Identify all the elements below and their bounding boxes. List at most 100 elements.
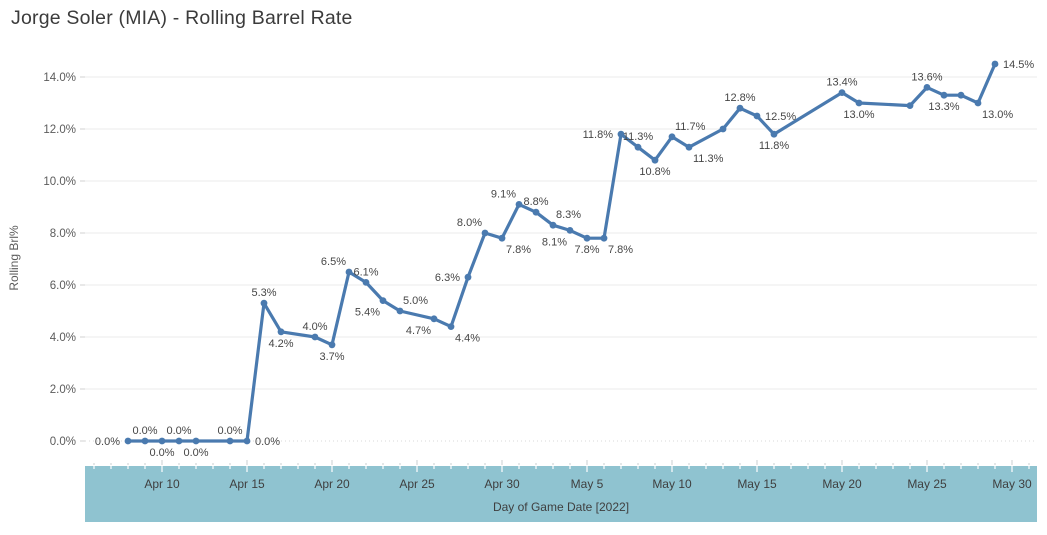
data-point-marker[interactable] xyxy=(141,437,149,445)
data-point-label: 13.0% xyxy=(982,109,1013,121)
data-point-label: 5.0% xyxy=(403,295,428,307)
data-point-marker[interactable] xyxy=(481,229,489,237)
data-point-label: 11.3% xyxy=(623,131,654,143)
y-axis-title: Rolling Brl% xyxy=(7,225,21,291)
data-point-marker[interactable] xyxy=(430,315,438,323)
data-point-label: 11.3% xyxy=(693,153,724,165)
y-tick-label: 8.0% xyxy=(50,228,76,240)
data-point-label: 11.8% xyxy=(583,129,614,141)
data-point-label: 0.0% xyxy=(183,447,208,459)
data-point-label: 7.8% xyxy=(608,244,633,256)
data-point-label: 8.3% xyxy=(556,209,581,221)
data-point-marker[interactable] xyxy=(362,279,370,286)
data-point-marker[interactable] xyxy=(685,143,693,151)
data-point-marker[interactable] xyxy=(328,341,336,349)
y-tick-label: 0.0% xyxy=(50,436,76,448)
x-tick-label: Apr 10 xyxy=(144,477,180,491)
x-axis-title: Day of Game Date [2022] xyxy=(493,500,629,514)
y-tick-label: 2.0% xyxy=(50,384,76,396)
data-point-label: 13.4% xyxy=(826,77,857,89)
data-point-label: 0.0% xyxy=(132,425,157,437)
data-point-marker[interactable] xyxy=(923,84,931,91)
x-tick-label: Apr 20 xyxy=(314,477,350,491)
data-point-marker[interactable] xyxy=(634,143,642,151)
data-point-marker[interactable] xyxy=(158,437,166,445)
y-tick-label: 6.0% xyxy=(50,280,76,292)
data-point-marker[interactable] xyxy=(498,234,506,242)
y-tick-label: 12.0% xyxy=(43,124,76,136)
data-point-marker[interactable] xyxy=(753,112,761,120)
data-point-label: 4.7% xyxy=(406,325,431,337)
data-point-marker[interactable] xyxy=(311,333,319,341)
data-point-marker[interactable] xyxy=(464,273,472,281)
data-point-label: 3.7% xyxy=(319,351,344,363)
data-point-marker[interactable] xyxy=(719,125,727,133)
data-point-marker[interactable] xyxy=(617,130,625,138)
data-point-marker[interactable] xyxy=(345,268,353,276)
data-point-marker[interactable] xyxy=(770,130,778,138)
data-point-marker[interactable] xyxy=(447,323,455,330)
y-tick-label: 14.0% xyxy=(43,72,76,84)
data-point-marker[interactable] xyxy=(736,104,744,112)
data-point-marker[interactable] xyxy=(515,201,523,208)
data-point-marker[interactable] xyxy=(957,91,965,99)
data-point-label: 13.0% xyxy=(843,109,874,121)
data-point-label: 0.0% xyxy=(166,425,191,437)
data-point-marker[interactable] xyxy=(906,102,914,109)
x-tick-label: Apr 30 xyxy=(484,477,520,491)
data-point-label: 0.0% xyxy=(217,425,242,437)
chart-title: Jorge Soler (MIA) - Rolling Barrel Rate xyxy=(11,7,353,29)
data-point-label: 6.3% xyxy=(435,272,460,284)
data-point-marker[interactable] xyxy=(192,437,200,445)
data-point-label: 7.8% xyxy=(574,244,599,256)
data-point-marker[interactable] xyxy=(583,234,591,242)
x-axis-band xyxy=(85,466,1037,522)
data-point-label: 11.7% xyxy=(675,121,706,133)
x-tick-label: Apr 15 xyxy=(229,477,265,491)
data-point-marker[interactable] xyxy=(940,91,948,99)
x-tick-label: May 25 xyxy=(907,477,947,491)
data-point-label: 13.3% xyxy=(928,101,959,113)
data-point-marker[interactable] xyxy=(226,437,234,445)
data-point-label: 14.5% xyxy=(1003,59,1034,71)
data-point-label: 10.8% xyxy=(639,166,670,178)
data-point-marker[interactable] xyxy=(600,234,608,242)
data-point-label: 4.0% xyxy=(302,321,327,333)
data-point-label: 13.6% xyxy=(911,71,942,83)
data-point-label: 11.8% xyxy=(759,140,790,152)
data-point-label: 4.4% xyxy=(455,333,480,345)
data-point-label: 8.1% xyxy=(542,236,567,248)
data-point-label: 5.3% xyxy=(251,287,276,299)
data-point-marker[interactable] xyxy=(243,437,251,445)
data-point-label: 4.2% xyxy=(268,338,293,350)
data-point-marker[interactable] xyxy=(838,89,846,96)
data-point-marker[interactable] xyxy=(379,297,387,304)
data-point-marker[interactable] xyxy=(260,299,268,307)
data-point-label: 5.4% xyxy=(355,307,380,319)
x-tick-label: May 20 xyxy=(822,477,862,491)
data-point-marker[interactable] xyxy=(549,221,557,229)
data-point-marker[interactable] xyxy=(396,307,404,315)
data-point-label: 6.1% xyxy=(353,266,378,278)
data-point-label: 12.8% xyxy=(724,92,755,104)
data-point-label: 0.0% xyxy=(95,436,120,448)
data-point-marker[interactable] xyxy=(277,328,285,336)
data-point-marker[interactable] xyxy=(668,133,676,141)
data-point-marker[interactable] xyxy=(124,437,132,445)
data-point-label: 0.0% xyxy=(149,447,174,459)
data-point-label: 7.8% xyxy=(506,244,531,256)
data-point-marker[interactable] xyxy=(974,99,982,107)
x-tick-label: May 10 xyxy=(652,477,692,491)
x-tick-label: May 15 xyxy=(737,477,777,491)
data-point-marker[interactable] xyxy=(566,227,574,234)
data-point-label: 0.0% xyxy=(255,436,280,448)
data-point-marker[interactable] xyxy=(651,156,659,164)
data-point-marker[interactable] xyxy=(175,437,183,445)
data-point-marker[interactable] xyxy=(855,99,863,107)
data-point-label: 8.0% xyxy=(457,217,482,229)
data-point-marker[interactable] xyxy=(532,208,540,216)
data-point-marker[interactable] xyxy=(991,60,999,68)
data-point-label: 12.5% xyxy=(765,111,796,123)
x-tick-label: May 30 xyxy=(992,477,1032,491)
